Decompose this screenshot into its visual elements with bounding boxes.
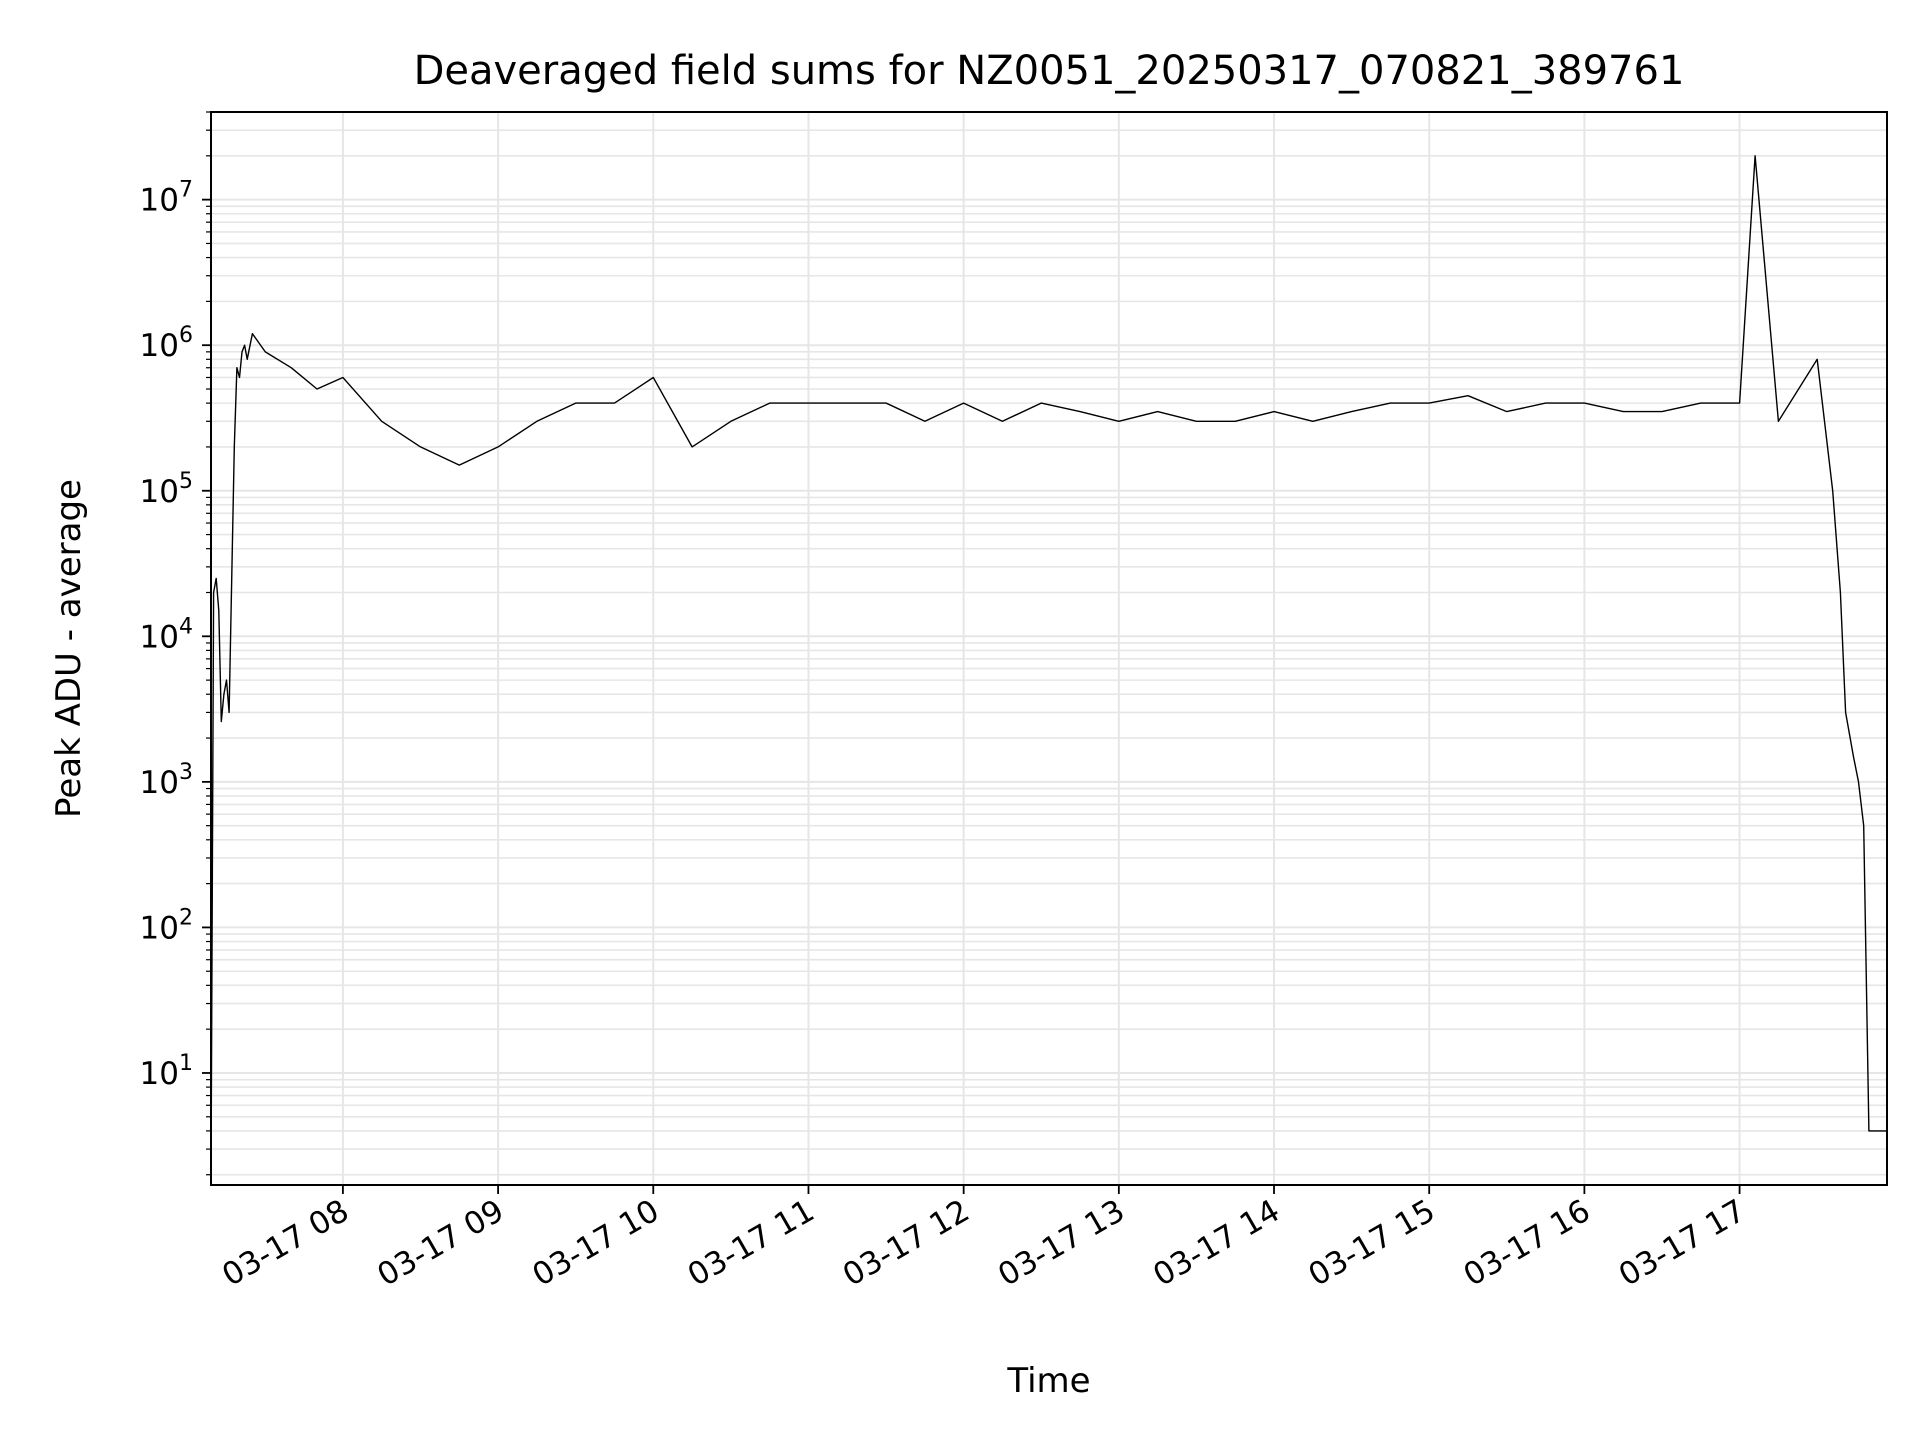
x-tick-label: 03-17 13 (992, 1193, 1131, 1294)
y-tick-label: 107 (140, 178, 193, 219)
data-layer (210, 155, 1887, 1182)
x-tick-label: 03-17 11 (682, 1193, 821, 1294)
x-tick-label: 03-17 14 (1147, 1193, 1286, 1294)
x-tick-label: 03-17 15 (1302, 1193, 1441, 1294)
y-tick-label: 103 (140, 760, 193, 801)
plot-area-frame (210, 111, 1888, 1186)
x-tick-label: 03-17 16 (1458, 1193, 1597, 1294)
x-tick-label: 03-17 08 (216, 1193, 355, 1294)
y-tick-label: 104 (140, 614, 193, 655)
y-tick-label: 102 (140, 905, 193, 946)
y-tick-label: 105 (140, 469, 193, 510)
x-tick-label: 03-17 12 (837, 1193, 976, 1294)
y-tick-label: 106 (140, 323, 193, 364)
y-axis-label: Peak ADU - average (49, 479, 89, 818)
grid (211, 111, 1887, 1185)
x-tick-label: 03-17 10 (527, 1193, 666, 1294)
series-line (210, 155, 1887, 1182)
chart-title: Deaveraged field sums for NZ0051_2025031… (414, 48, 1685, 94)
y-tick-label: 101 (140, 1051, 193, 1092)
x-tick-label: 03-17 17 (1613, 1193, 1752, 1294)
x-tick-label: 03-17 09 (371, 1193, 510, 1294)
x-axis-label: Time (1006, 1361, 1090, 1401)
